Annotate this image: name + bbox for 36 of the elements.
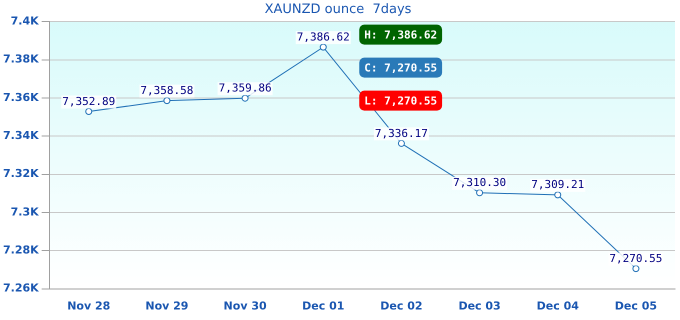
point [320, 44, 327, 51]
x-tick-label: Dec 04 [536, 299, 580, 312]
data-label: 7,359.86 [218, 82, 272, 95]
y-tick-label: 7.26K [2, 282, 40, 295]
x-tick-label: Dec 02 [380, 299, 423, 312]
point [398, 140, 405, 147]
y-tick-label: 7.34K [2, 128, 40, 142]
point [242, 94, 249, 102]
x-tick-label: Nov 30 [224, 299, 267, 312]
y-tick-label: 7.36K [2, 90, 40, 104]
chart-title: XAUNZD ounce 7days [264, 2, 412, 18]
point [554, 191, 562, 198]
data-label: 7,352.89 [62, 94, 116, 108]
x-tick-label: Nov 29 [145, 299, 188, 312]
point [632, 265, 640, 272]
annotation: C: 7,270.55 [364, 61, 438, 74]
y-tick-label: 7.28K [2, 243, 40, 256]
data-label: 7,336.17 [374, 126, 428, 140]
data-label: 7,358.58 [140, 84, 194, 98]
x-tick-label: Dec 03 [458, 299, 501, 312]
data-label: 7,310.30 [453, 176, 506, 190]
point [85, 108, 92, 116]
x-tick-label: Dec 05 [614, 299, 658, 312]
data-label: 7,386.62 [296, 30, 350, 44]
y-tick-label: 7.3K [10, 205, 40, 218]
y-tick-label: 7.32K [2, 167, 40, 180]
y-tick-label: 7.38K [2, 52, 40, 66]
point [476, 189, 484, 196]
x-tick-label: Nov 28 [67, 299, 110, 312]
point [163, 97, 170, 104]
annotation: H: 7,386.62 [364, 28, 438, 42]
x-tick-label: Dec 01 [302, 299, 344, 312]
annotation: L: 7,270.55 [364, 94, 438, 108]
y-tick-label: 7.4K [10, 14, 40, 28]
data-label: 7,309.21 [531, 178, 584, 192]
data-label: 7,270.55 [609, 252, 662, 266]
